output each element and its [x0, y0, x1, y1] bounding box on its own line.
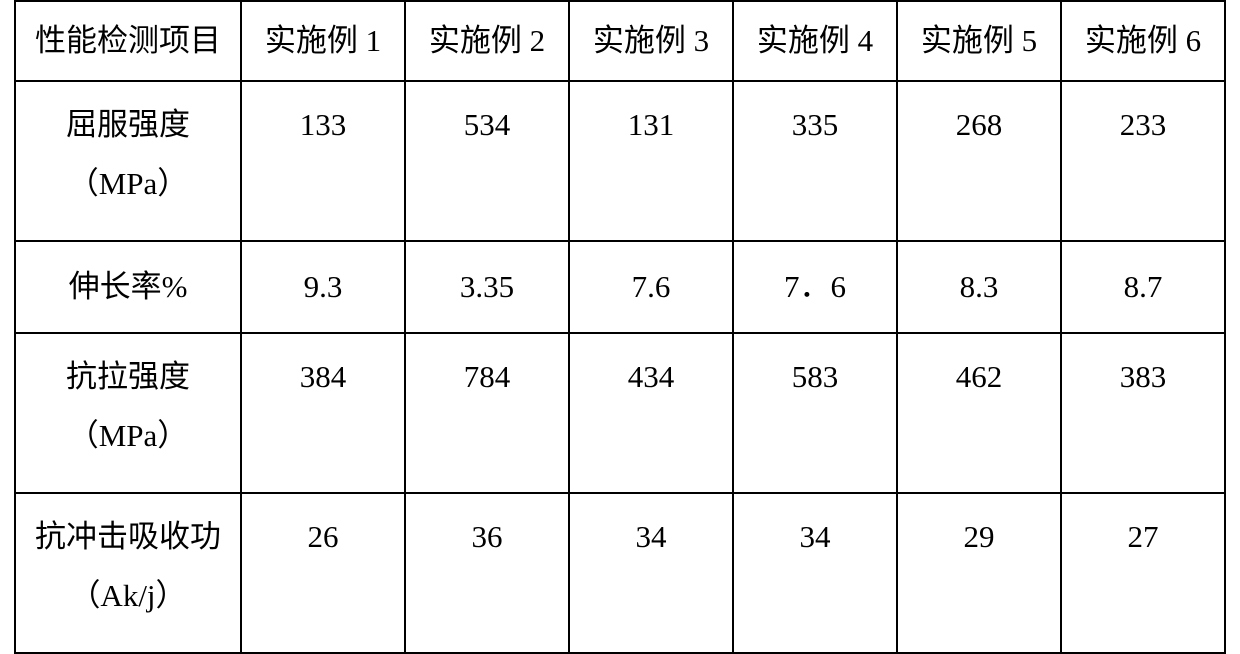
cell-value: 434	[569, 333, 733, 493]
cell-value: 268	[897, 81, 1061, 241]
cell-value: 9.3	[241, 241, 405, 333]
row-label-line2: （MPa）	[22, 155, 234, 214]
cell-value: 34	[569, 493, 733, 653]
cell-value: 133	[241, 81, 405, 241]
header-cell-ex3: 实施例 3	[569, 1, 733, 81]
row-label: 抗拉强度 （MPa）	[15, 333, 241, 493]
cell-value: 3.35	[405, 241, 569, 333]
table-row: 抗冲击吸收功 （Ak/j） 26 36 34 34 29 27	[15, 493, 1225, 653]
row-label-line1: 屈服强度	[22, 96, 234, 155]
row-label: 屈服强度 （MPa）	[15, 81, 241, 241]
cell-value: 534	[405, 81, 569, 241]
header-cell-metric: 性能检测项目	[15, 1, 241, 81]
row-label-line2: （Ak/j）	[22, 567, 234, 626]
table-row: 伸长率% 9.3 3.35 7.6 7．6 8.3 8.7	[15, 241, 1225, 333]
cell-value: 29	[897, 493, 1061, 653]
header-cell-ex1: 实施例 1	[241, 1, 405, 81]
cell-value: 131	[569, 81, 733, 241]
cell-value: 462	[897, 333, 1061, 493]
cell-value: 34	[733, 493, 897, 653]
cell-value: 384	[241, 333, 405, 493]
cell-value: 8.7	[1061, 241, 1225, 333]
cell-value: 7．6	[733, 241, 897, 333]
row-label-line1: 抗拉强度	[22, 348, 234, 407]
header-cell-ex2: 实施例 2	[405, 1, 569, 81]
row-label: 抗冲击吸收功 （Ak/j）	[15, 493, 241, 653]
row-label-line1: 抗冲击吸收功	[22, 508, 234, 567]
cell-value: 7.6	[569, 241, 733, 333]
cell-value: 36	[405, 493, 569, 653]
table-row: 屈服强度 （MPa） 133 534 131 335 268 233	[15, 81, 1225, 241]
row-label: 伸长率%	[15, 241, 241, 333]
header-cell-ex5: 实施例 5	[897, 1, 1061, 81]
table-row: 抗拉强度 （MPa） 384 784 434 583 462 383	[15, 333, 1225, 493]
performance-table: 性能检测项目 实施例 1 实施例 2 实施例 3 实施例 4 实施例 5 实施例…	[14, 0, 1226, 654]
header-cell-ex4: 实施例 4	[733, 1, 897, 81]
cell-value: 26	[241, 493, 405, 653]
cell-value: 27	[1061, 493, 1225, 653]
table-header-row: 性能检测项目 实施例 1 实施例 2 实施例 3 实施例 4 实施例 5 实施例…	[15, 1, 1225, 81]
cell-value: 583	[733, 333, 897, 493]
cell-value: 335	[733, 81, 897, 241]
header-cell-ex6: 实施例 6	[1061, 1, 1225, 81]
row-label-line2: （MPa）	[22, 407, 234, 466]
cell-value: 8.3	[897, 241, 1061, 333]
cell-value: 233	[1061, 81, 1225, 241]
cell-value: 784	[405, 333, 569, 493]
cell-value: 383	[1061, 333, 1225, 493]
row-label-line1: 伸长率%	[22, 258, 234, 317]
